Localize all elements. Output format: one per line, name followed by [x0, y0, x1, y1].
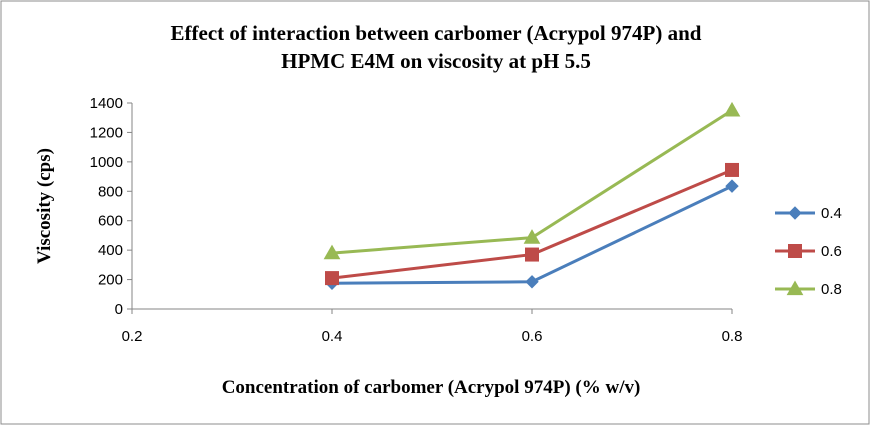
legend-marker	[786, 280, 804, 296]
y-tick-label: 1200	[90, 124, 123, 141]
legend-item: 0.8	[775, 280, 842, 298]
series-0.8	[323, 101, 741, 260]
y-tick-label: 200	[98, 272, 123, 289]
y-tick-label: 0	[115, 301, 123, 318]
chart-title-line-2: HPMC E4M on viscosity at pH 5.5	[281, 49, 591, 73]
legend-item: 0.4	[775, 205, 842, 222]
data-point-marker	[523, 229, 541, 244]
data-point-marker	[325, 271, 339, 286]
y-axis-title: Viscosity (cps)	[34, 148, 55, 264]
x-tick-label: 0.8	[722, 328, 743, 345]
y-tick-label: 400	[98, 242, 123, 259]
y-tick-label: 1400	[90, 95, 123, 112]
series-layer	[323, 101, 741, 290]
x-axis-title: Concentration of carbomer (Acrypol 974P)…	[222, 377, 641, 398]
legend-label: 0.4	[821, 205, 842, 222]
y-tick-label: 800	[98, 183, 123, 200]
legend-label: 0.8	[821, 281, 842, 298]
x-tick-label: 0.4	[322, 328, 343, 345]
y-axis-ticks: 0 200 400 600 800 1000 1200 1400	[90, 95, 132, 318]
data-point-marker	[525, 275, 539, 289]
data-point-marker	[323, 244, 341, 260]
legend-marker	[788, 206, 802, 220]
x-axis-ticks: 0.2 0.4 0.6 0.8	[122, 309, 743, 345]
chart-title-line-1: Effect of interaction between carbomer (…	[171, 21, 702, 45]
legend-item: 0.6	[775, 243, 842, 260]
x-tick-label: 0.6	[522, 328, 543, 345]
data-point-marker	[723, 101, 741, 117]
data-point-marker	[525, 247, 539, 262]
legend-marker	[788, 244, 802, 258]
data-point-marker	[725, 179, 739, 193]
series-0.6	[325, 162, 739, 286]
data-point-marker	[725, 162, 739, 177]
legend: 0.4 0.6 0.8	[775, 205, 842, 298]
x-tick-label: 0.2	[122, 328, 143, 345]
y-tick-label: 1000	[90, 154, 123, 171]
legend-label: 0.6	[821, 243, 842, 260]
y-tick-label: 600	[98, 213, 123, 230]
